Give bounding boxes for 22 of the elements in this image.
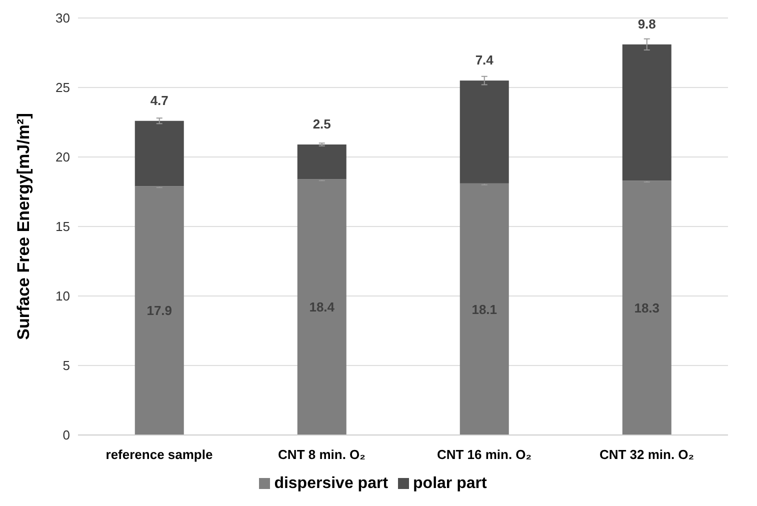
data-label: 18.1 (472, 302, 498, 317)
x-tick-label: CNT 8 min. O₂ (278, 447, 366, 462)
x-tick-label: CNT 32 min. O₂ (599, 447, 694, 462)
data-label: 4.7 (150, 92, 168, 108)
data-label: 18.4 (309, 300, 336, 315)
x-tick-label: CNT 16 min. O₂ (436, 447, 532, 462)
y-tick-label: 5 (62, 358, 70, 374)
y-tick-label: 0 (62, 428, 70, 443)
data-label: 2.5 (312, 116, 331, 132)
data-label: 9.8 (638, 16, 656, 32)
y-tick-label: 10 (56, 288, 70, 304)
y-tick-label: 20 (56, 150, 70, 165)
y-tick-label: 15 (56, 219, 70, 234)
y-tick-label: 30 (56, 10, 70, 26)
y-axis-title: Surface Free Energy[mJ/m²] (14, 113, 34, 340)
legend-label: polar part (413, 475, 487, 492)
data-label: 18.3 (634, 300, 660, 316)
x-tick-label: reference sample (106, 447, 213, 462)
data-label: 7.4 (475, 52, 494, 68)
legend-label: dispersive part (274, 475, 388, 492)
y-tick-label: 25 (56, 80, 70, 96)
data-label: 17.9 (146, 303, 172, 318)
